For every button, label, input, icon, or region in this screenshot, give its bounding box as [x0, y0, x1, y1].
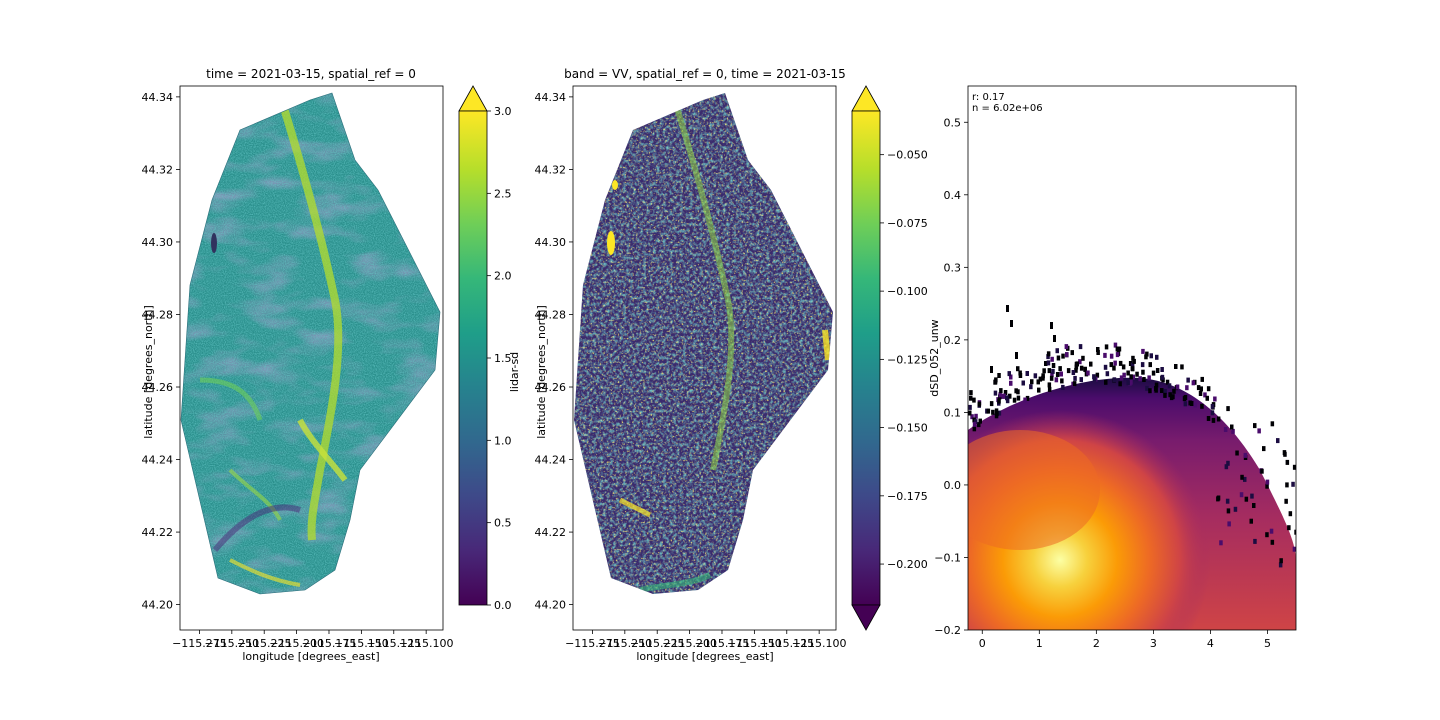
- panel3-ytick-label: 0.1: [944, 406, 962, 419]
- panel3-annotation-n: n = 6.02e+06: [972, 103, 1043, 114]
- panel2-xtick-label: −115.125: [759, 637, 814, 650]
- panel2-xtick-label: −115.175: [695, 637, 750, 650]
- panel3-xtick-label: 0: [979, 637, 986, 650]
- panel1-xtick-label: −115.250: [204, 637, 259, 650]
- panel3-annotation-r: r: 0.17: [972, 92, 1005, 103]
- panel1-xtick-label: −115.200: [269, 637, 324, 650]
- panel1-ytick-label: 44.32: [142, 163, 174, 176]
- colorbar2-tick-label: −0.075: [887, 217, 928, 230]
- colorbar2-ticks: −0.200 −0.175 −0.150 −0.125 −0.100 −0.075 −0.0…: [880, 149, 928, 571]
- colorbar2-tick-label: −0.050: [887, 149, 928, 162]
- panel3-xtick-label: 2: [1093, 637, 1100, 650]
- colorbar1-tick-label: 2.0: [494, 270, 512, 283]
- panel2-ylabel: latitude [degrees_north]: [535, 305, 548, 439]
- panel3-ytick-label: −0.2: [934, 624, 961, 637]
- panel3-ylabel: dSD_052_unw: [928, 319, 941, 396]
- panel3-axes-frame: [967, 85, 1297, 631]
- panel2-ytick-label: 44.32: [535, 163, 567, 176]
- panel2-ytick-label: 44.34: [535, 91, 567, 104]
- panel1-ytick-label: 44.24: [142, 454, 174, 467]
- colorbar1-label: lidar-sd: [508, 352, 521, 392]
- panel2-xtick-label: −115.150: [727, 637, 782, 650]
- panel2-title: band = VV, spatial_ref = 0, time = 2021-…: [564, 67, 846, 81]
- panel1-ytick-label: 44.34: [142, 91, 174, 104]
- panel2-ytick-label: 44.30: [535, 236, 567, 249]
- panel1-ytick-label: 44.20: [142, 599, 174, 612]
- panel1-ytick-label: 44.30: [142, 236, 174, 249]
- panel3-ytick-label: 0.5: [944, 116, 962, 129]
- colorbar2-extend-min: [851, 604, 881, 631]
- panel3-ytick-label: −0.1: [934, 551, 961, 564]
- panel1-ytick-label: 44.22: [142, 526, 174, 539]
- colorbar2-tick-label: −0.200: [887, 558, 928, 571]
- colorbar1-extend-max: [458, 85, 488, 112]
- colorbar2-tick-label: −0.175: [887, 490, 928, 503]
- panel3-xaxis: 0 1 2 3 4 5: [979, 630, 1271, 650]
- panel3-xtick-label: 1: [1036, 637, 1043, 650]
- panel2-ytick-label: 44.24: [535, 454, 567, 467]
- colorbar2-tick-label: −0.125: [887, 353, 928, 366]
- colorbar1-tick-label: 0.0: [494, 599, 512, 612]
- panel3-ytick-label: 0.4: [944, 189, 962, 202]
- panel3-xtick-label: 3: [1150, 637, 1157, 650]
- panel1-ytick-label: 44.26: [142, 381, 174, 394]
- colorbar1-tick-label: 2.5: [494, 187, 512, 200]
- panel2-ytick-label: 44.22: [535, 526, 567, 539]
- panel3-ytick-label: 0.2: [944, 334, 962, 347]
- panel1-yaxis: 44.20 44.22 44.24 44.26 44.28 44.30 44.32 44.34: [142, 91, 180, 612]
- panel2-xaxis: −115.275−115.250−115.225−115.200−115.175…: [565, 630, 847, 650]
- colorbar1-tick-label: 0.5: [494, 517, 512, 530]
- panel2-yaxis: 44.20 44.22 44.24 44.26 44.28 44.30 44.32 44.34: [535, 91, 573, 612]
- panel2-ytick-label: 44.28: [535, 308, 567, 321]
- panel-vv-backscatter: band = VV, spatial_ref = 0, time = 2021-…: [535, 67, 847, 663]
- panel1-xtick-label: −115.275: [172, 637, 227, 650]
- panel2-xtick-label: −115.100: [792, 637, 847, 650]
- panel3-xtick-label: 4: [1207, 637, 1214, 650]
- colorbar1-tick-label: 1.5: [494, 352, 512, 365]
- panel2-ytick-label: 44.20: [535, 599, 567, 612]
- panel2-xtick-label: −115.225: [630, 637, 685, 650]
- colorbar2-extend-max: [851, 85, 881, 112]
- panel1-xtick-label: −115.150: [334, 637, 389, 650]
- panel1-xtick-label: −115.125: [366, 637, 421, 650]
- colorbar1-tick-label: 1.0: [494, 434, 512, 447]
- panel1-xlabel: longitude [degrees_east]: [242, 650, 379, 663]
- panel3-density: [968, 305, 1296, 630]
- colorbar1-ticks: 0.0 0.5 1.0 1.5 2.0 2.5 3.0: [487, 105, 512, 612]
- colorbar2-bar: [851, 110, 881, 606]
- colorbar1-bar: [458, 110, 488, 606]
- colorbar2-tick-label: −0.150: [887, 422, 928, 435]
- panel1-xtick-label: −115.100: [399, 637, 454, 650]
- panel1-xtick-label: −115.225: [237, 637, 292, 650]
- panel1-xaxis: −115.275−115.250−115.225−115.200−115.175…: [172, 630, 454, 650]
- panel1-xtick-label: −115.175: [302, 637, 357, 650]
- panel2-xtick-label: −115.250: [597, 637, 652, 650]
- panel3-ytick-label: 0.3: [944, 261, 962, 274]
- panel-lidar-sd: time = 2021-03-15, spatial_ref = 0 latit…: [142, 67, 454, 663]
- panel2-ytick-label: 44.26: [535, 381, 567, 394]
- panel2-xtick-label: −115.200: [662, 637, 717, 650]
- panel3-xtick-label: 5: [1264, 637, 1271, 650]
- colorbar-vv: −0.200 −0.175 −0.150 −0.125 −0.100 −0.075 −0.0…: [851, 85, 928, 631]
- panel2-xlabel: longitude [degrees_east]: [636, 650, 773, 663]
- colorbar1-tick-label: 3.0: [494, 105, 512, 118]
- colorbar-lidar-sd: 0.0 0.5 1.0 1.5 2.0 2.5 3.0 lidar-sd: [458, 85, 521, 612]
- panel-2d-histogram: r: 0.17 n = 6.02e+06 dSD_052_unw −0.2−0.…: [928, 85, 1297, 650]
- panel1-title: time = 2021-03-15, spatial_ref = 0: [206, 67, 416, 81]
- panel1-ytick-label: 44.28: [142, 308, 174, 321]
- panel1-ylabel: latitude [degrees_north]: [142, 305, 155, 439]
- colorbar2-tick-label: −0.100: [887, 285, 928, 298]
- panel3-yaxis: −0.2 −0.1 0.0 0.1 0.2 0.3 0.4 0.5: [934, 116, 968, 637]
- panel3-ytick-label: 0.0: [944, 479, 962, 492]
- panel2-xtick-label: −115.275: [565, 637, 620, 650]
